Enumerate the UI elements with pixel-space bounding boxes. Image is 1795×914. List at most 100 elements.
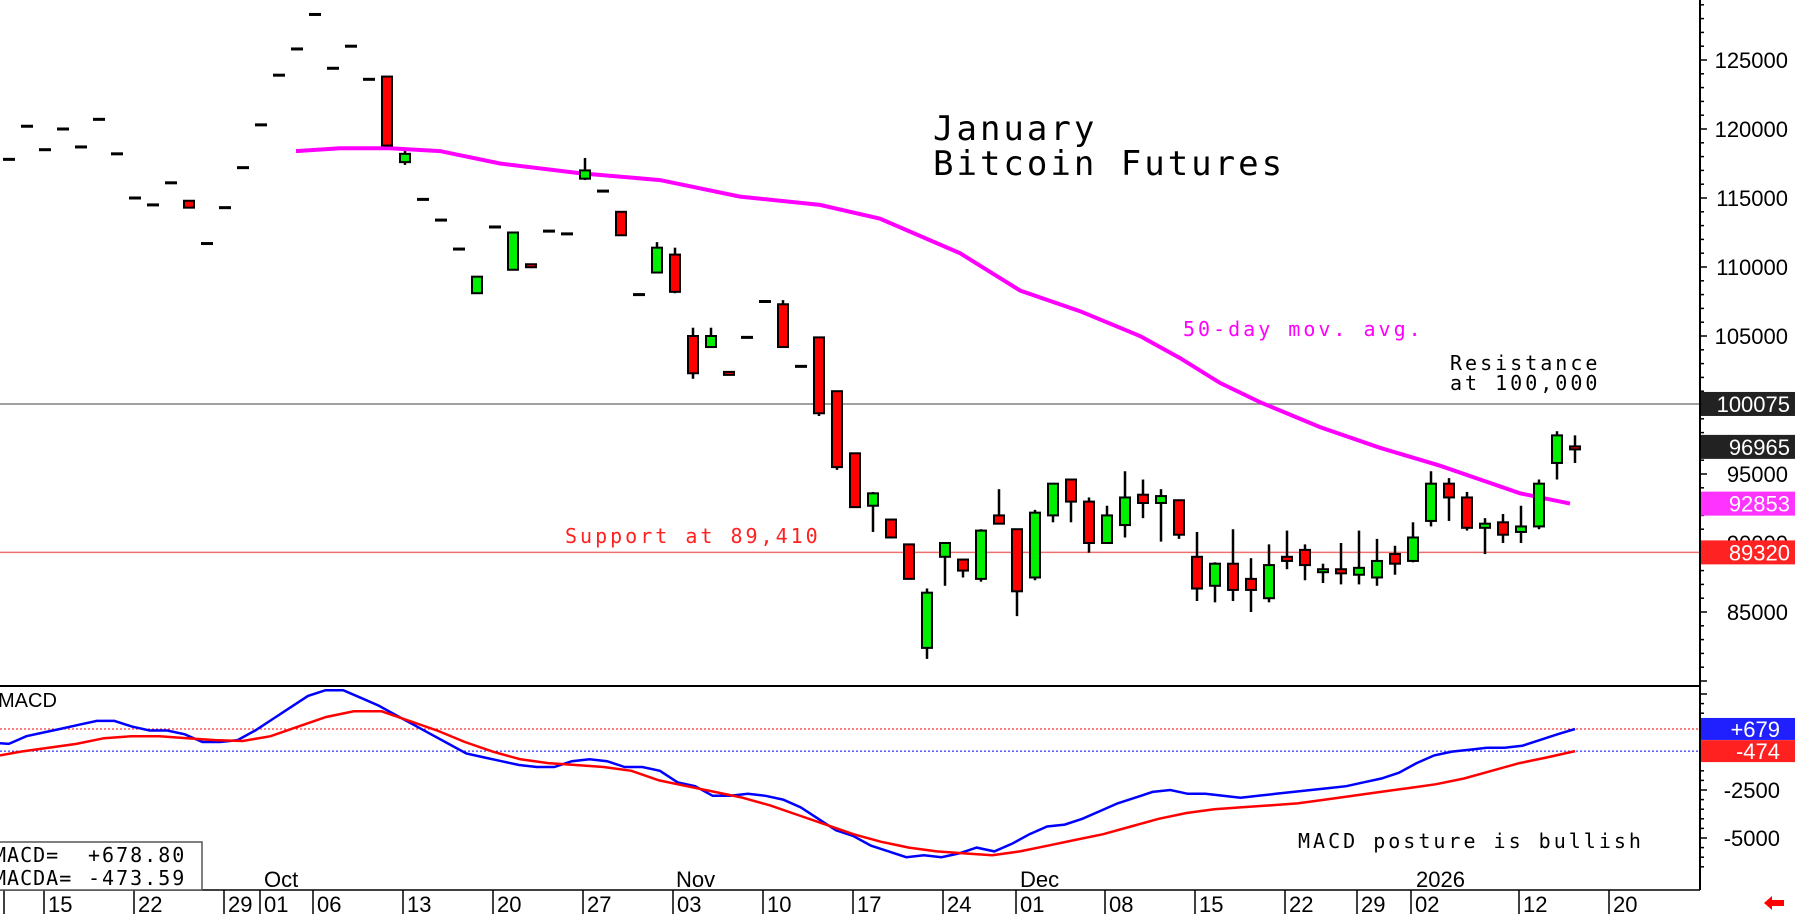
- candle: [813, 336, 825, 417]
- candle: [543, 229, 555, 233]
- macd-readout-value: +678.80: [88, 843, 186, 867]
- candle: [309, 12, 321, 16]
- candle: [363, 77, 375, 81]
- candle: [183, 199, 195, 209]
- candle: [75, 145, 87, 149]
- candle: [1353, 530, 1365, 585]
- candle: [831, 390, 843, 470]
- svg-text:92853: 92853: [1729, 492, 1790, 517]
- scroll-right-arrow-icon[interactable]: [1764, 896, 1784, 910]
- day-label: 15: [48, 892, 72, 914]
- candle: [1317, 563, 1329, 584]
- candle: [219, 206, 231, 210]
- macda-readout-value: -473.59: [88, 866, 186, 890]
- candle: [1551, 431, 1563, 480]
- candle: [345, 44, 357, 48]
- candle: [1569, 435, 1581, 463]
- candle: [777, 300, 789, 349]
- svg-text:+679: +679: [1730, 717, 1780, 742]
- candle: [255, 123, 267, 127]
- candle: [165, 181, 177, 185]
- candle: [1479, 518, 1491, 555]
- candle: [651, 242, 663, 274]
- candle: [525, 263, 537, 269]
- candle: [1137, 479, 1149, 519]
- candle: [1011, 528, 1023, 617]
- resistance-label-line1: Resistance: [1450, 351, 1600, 375]
- candle: [885, 518, 897, 539]
- day-label: 24: [947, 892, 971, 914]
- date-axis: Oct Nov Dec 2026 15 22 29 01 06 13 20 27 03 10 17 24 01 0…: [3, 867, 1637, 914]
- price-panel: 8500090000950001000001050001100001150001…: [0, 4, 1795, 682]
- candle: [1173, 499, 1185, 539]
- macd-readout-key: MACD=: [0, 843, 59, 867]
- day-label: 22: [138, 892, 162, 914]
- candle: [1245, 558, 1257, 612]
- day-label: 17: [857, 892, 881, 914]
- price-tag: 96965: [1701, 434, 1795, 460]
- macd-value-tag: +679: [1701, 717, 1795, 742]
- y-axis-label: 110000: [1716, 255, 1788, 280]
- chart-title-line1: January: [933, 109, 1097, 149]
- candle: [1227, 529, 1239, 601]
- candle: [1533, 479, 1545, 530]
- month-label: 2026: [1416, 867, 1465, 892]
- candle: [867, 491, 879, 532]
- macd-value-tag: -474: [1701, 739, 1795, 764]
- macd-panel-label: MACD: [0, 690, 57, 712]
- day-label: 27: [587, 892, 611, 914]
- candle: [435, 218, 447, 222]
- candle: [921, 588, 933, 659]
- candle: [1515, 505, 1527, 543]
- day-label: 20: [1613, 892, 1637, 914]
- candle: [417, 197, 429, 201]
- candle: [327, 66, 339, 70]
- macd-y-axis-label: -2500: [1724, 778, 1780, 803]
- candle: [237, 166, 249, 170]
- day-label: 13: [407, 892, 431, 914]
- candle: [129, 196, 141, 200]
- macda-line: [0, 710, 1576, 857]
- y-axis-label: 85000: [1727, 600, 1788, 625]
- day-label: 02: [1415, 892, 1439, 914]
- candle: [759, 300, 771, 303]
- svg-text:-474: -474: [1736, 739, 1780, 764]
- candle: [273, 73, 285, 77]
- candle: [1083, 497, 1095, 553]
- candle: [1461, 491, 1473, 531]
- month-label: Dec: [1020, 867, 1059, 892]
- candle: [93, 117, 105, 121]
- day-label: 03: [677, 892, 701, 914]
- candle: [1443, 478, 1455, 521]
- candle: [1119, 471, 1131, 538]
- candle: [1155, 489, 1167, 542]
- candle: [1407, 522, 1419, 563]
- candle: [705, 327, 717, 349]
- candle: [1281, 530, 1293, 570]
- candle: [1209, 562, 1221, 603]
- candle: [579, 157, 591, 181]
- day-label: 01: [264, 892, 288, 914]
- day-label: 01: [1020, 892, 1044, 914]
- candle: [795, 364, 807, 368]
- candle: [489, 225, 501, 229]
- candle: [687, 327, 699, 379]
- candle: [3, 157, 15, 161]
- candle: [741, 335, 753, 339]
- day-label: 20: [497, 892, 521, 914]
- macda-readout-key: MACDA=: [0, 866, 72, 890]
- candle: [399, 151, 411, 165]
- candle: [381, 75, 393, 147]
- svg-text:100075: 100075: [1717, 392, 1790, 417]
- month-label: Nov: [676, 867, 715, 892]
- candle: [903, 543, 915, 580]
- candle: [147, 203, 159, 207]
- candle: [975, 529, 987, 582]
- candle: [111, 152, 123, 156]
- candle: [939, 542, 951, 586]
- svg-text:89320: 89320: [1729, 540, 1790, 565]
- day-label: 29: [1361, 892, 1385, 914]
- macd-line: [0, 688, 1576, 859]
- candle: [201, 242, 213, 246]
